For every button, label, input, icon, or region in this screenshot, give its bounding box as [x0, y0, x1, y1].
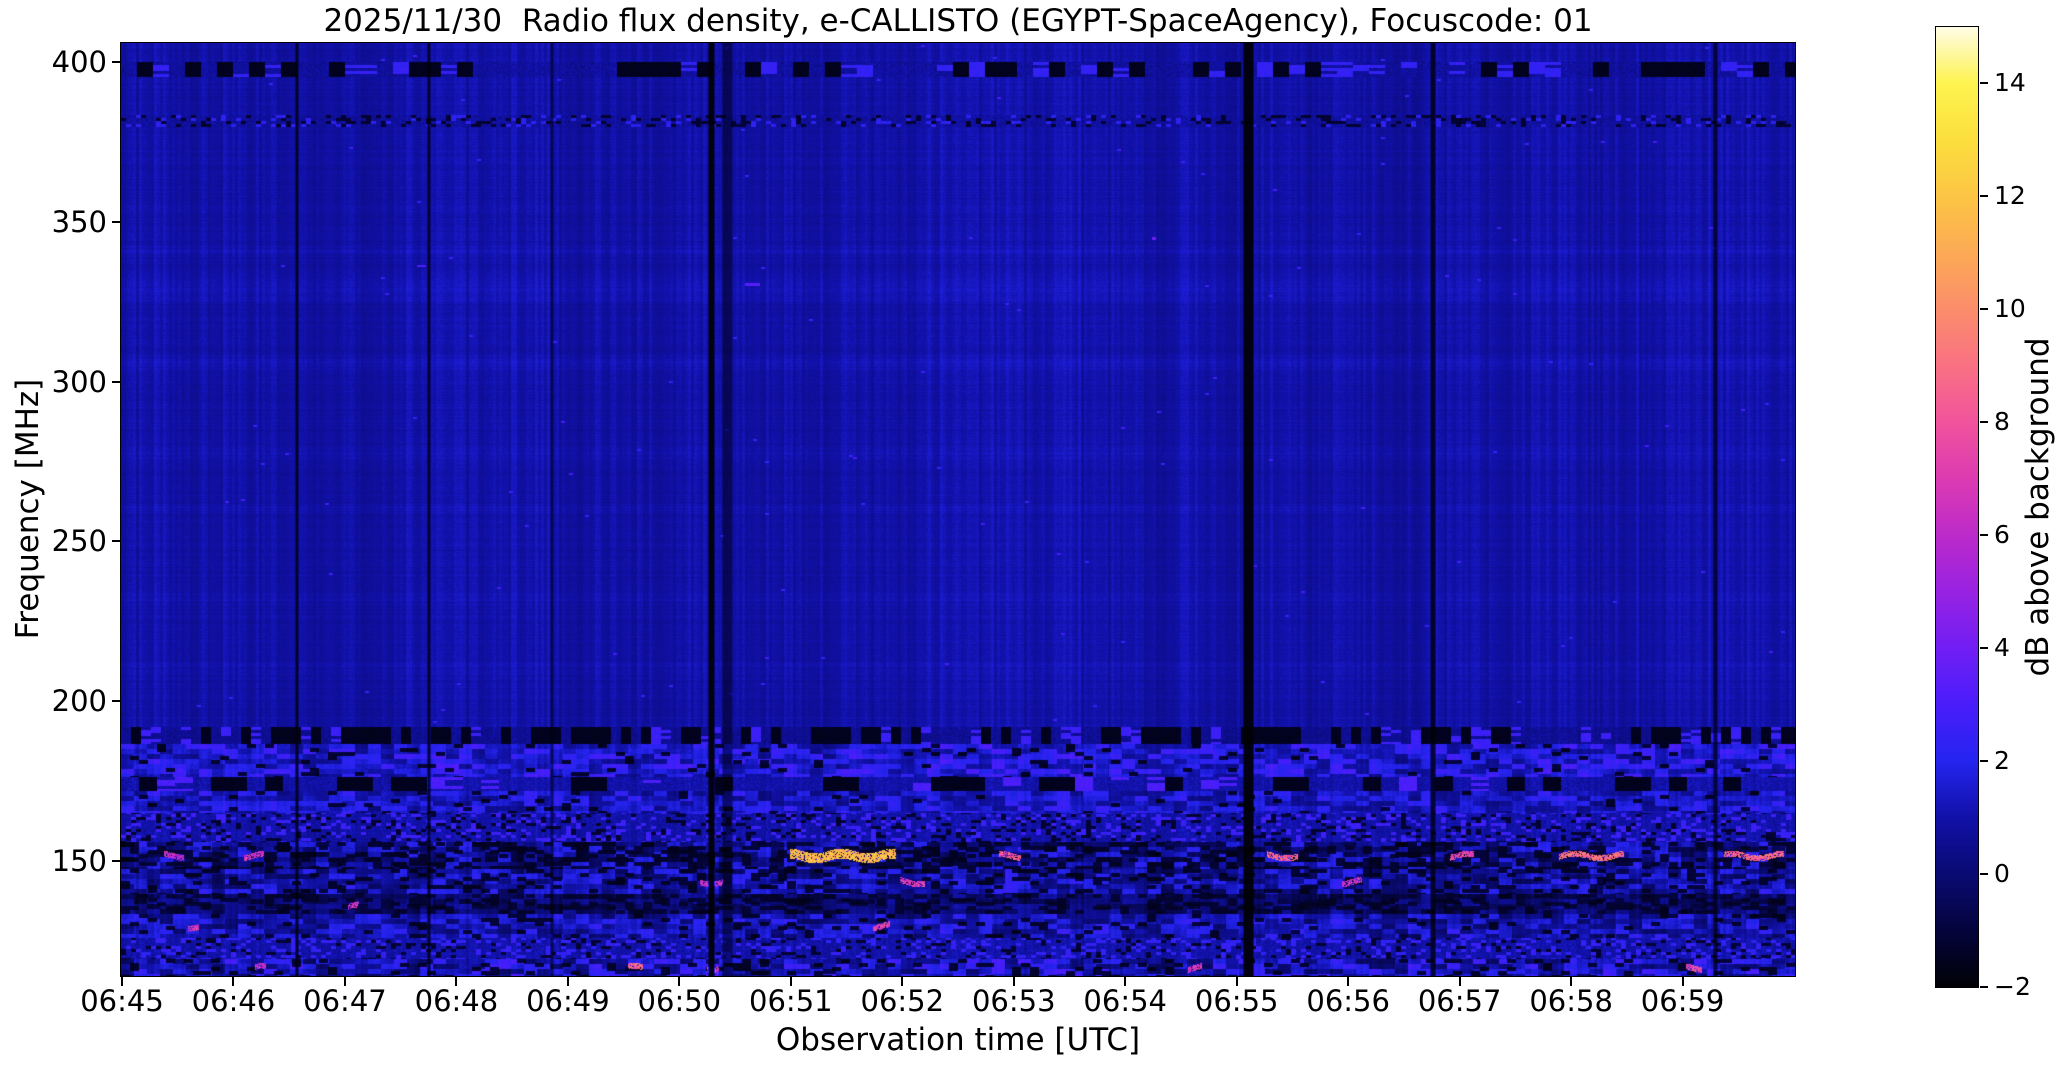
colorbar-tick-mark — [1980, 420, 1988, 423]
colorbar-tick-mark — [1980, 872, 1988, 875]
x-tick-label: 06:50 — [637, 984, 722, 1018]
colorbar-tick-mark — [1980, 533, 1988, 536]
x-tick-mark — [789, 977, 792, 986]
x-tick-label: 06:58 — [1529, 984, 1613, 1018]
spectrogram-canvas — [121, 43, 1795, 976]
x-tick-mark — [1012, 977, 1015, 986]
x-tick-label: 06:49 — [526, 984, 610, 1018]
x-tick-label: 06:52 — [860, 984, 945, 1018]
y-tick-label: 400 — [51, 45, 107, 79]
colorbar-label: dB above background — [2020, 337, 2056, 677]
x-tick-mark — [1458, 977, 1461, 986]
x-tick-mark — [566, 977, 569, 986]
colorbar-tick-mark — [1980, 985, 1988, 988]
y-tick-label: 300 — [51, 364, 107, 399]
x-tick-label: 06:48 — [414, 984, 499, 1018]
x-tick-label: 06:56 — [1306, 984, 1390, 1018]
y-tick-mark — [112, 220, 121, 223]
y-tick-mark — [112, 860, 121, 862]
x-tick-mark — [1124, 977, 1127, 986]
plot-area — [120, 42, 1796, 977]
colorbar-tick-mark — [1980, 646, 1988, 649]
colorbar-tick-label: 12 — [1994, 180, 2026, 210]
y-tick-mark — [112, 700, 121, 703]
x-tick-mark — [1570, 977, 1573, 986]
y-tick-label: 200 — [51, 684, 107, 719]
y-tick-label: 350 — [51, 204, 107, 239]
colorbar-tick-mark — [1980, 759, 1988, 762]
x-tick-mark — [455, 977, 458, 986]
colorbar-tick-label: 8 — [1994, 406, 2010, 436]
x-axis-label: Observation time [UTC] — [775, 1022, 1141, 1058]
x-tick-label: 06:53 — [971, 984, 1056, 1018]
x-tick-mark — [343, 977, 346, 986]
x-tick-label: 06:46 — [191, 984, 276, 1018]
colorbar-tick-mark — [1980, 194, 1988, 197]
x-tick-label: 06:54 — [1083, 984, 1168, 1018]
colorbar-tick-label: 0 — [1994, 858, 2010, 888]
x-tick-label: 06:47 — [303, 984, 387, 1018]
colorbar-tick-label: 14 — [1994, 68, 2026, 97]
colorbar-tick-label: 2 — [1994, 745, 2010, 775]
y-tick-label: 150 — [51, 844, 107, 878]
x-tick-label: 06:57 — [1417, 984, 1502, 1018]
colorbar-tick-label: 4 — [1994, 632, 2010, 662]
y-axis-label: Frequency [MHz] — [10, 378, 46, 640]
y-tick-label: 250 — [51, 524, 107, 559]
y-tick-mark — [112, 540, 121, 543]
x-tick-mark — [901, 977, 904, 986]
x-tick-mark — [1235, 977, 1238, 986]
x-tick-mark — [1681, 977, 1684, 986]
y-tick-mark — [112, 380, 121, 383]
x-tick-label: 06:51 — [749, 984, 833, 1018]
colorbar — [1935, 26, 1979, 988]
plot-title: 2025/11/30 Radio flux density, e-CALLIST… — [323, 3, 1593, 39]
y-tick-mark — [112, 61, 121, 63]
x-tick-label: 06:55 — [1194, 984, 1279, 1018]
x-tick-label: 06:59 — [1640, 984, 1725, 1018]
colorbar-tick-label: 6 — [1994, 519, 2010, 549]
x-tick-mark — [121, 977, 123, 986]
x-tick-label: 06:45 — [80, 984, 164, 1018]
colorbar-tick-label: −2 — [1994, 971, 2031, 1001]
colorbar-tick-mark — [1980, 307, 1988, 310]
x-tick-mark — [678, 977, 681, 986]
colorbar-tick-mark — [1980, 82, 1988, 84]
x-tick-mark — [1347, 977, 1350, 986]
colorbar-tick-label: 10 — [1994, 293, 2026, 323]
colorbar-gradient — [1936, 27, 1978, 987]
x-tick-mark — [232, 977, 235, 986]
